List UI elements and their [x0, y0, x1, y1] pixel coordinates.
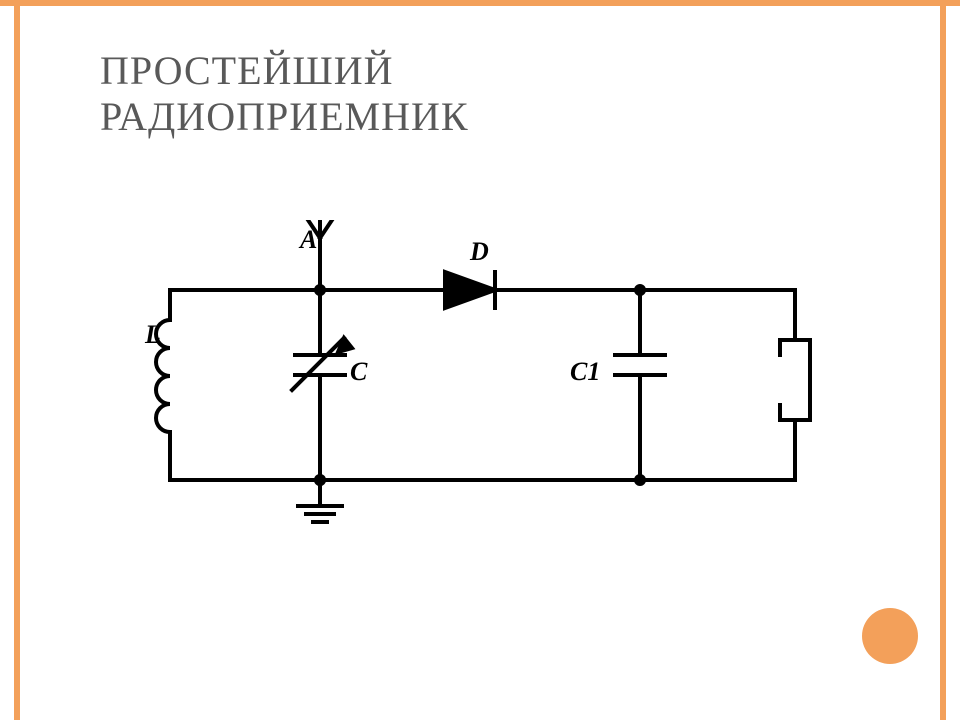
title-line-2: РАДИОПРИЕМНИК — [100, 94, 469, 140]
accent-dot — [862, 608, 918, 664]
frame-right — [940, 0, 946, 720]
label-varcap: C — [350, 357, 367, 387]
label-antenna: A — [300, 225, 317, 255]
label-inductor: L — [145, 320, 161, 350]
frame-left — [14, 0, 20, 720]
circuit-svg — [95, 220, 825, 530]
title-line-1: ПРОСТЕЙШИЙ — [100, 48, 469, 94]
circuit-diagram: A L C D C1 — [95, 220, 825, 530]
frame-top — [0, 0, 960, 6]
page-title: ПРОСТЕЙШИЙ РАДИОПРИЕМНИК — [100, 48, 469, 140]
label-diode: D — [470, 237, 489, 267]
label-c1: C1 — [570, 357, 600, 387]
